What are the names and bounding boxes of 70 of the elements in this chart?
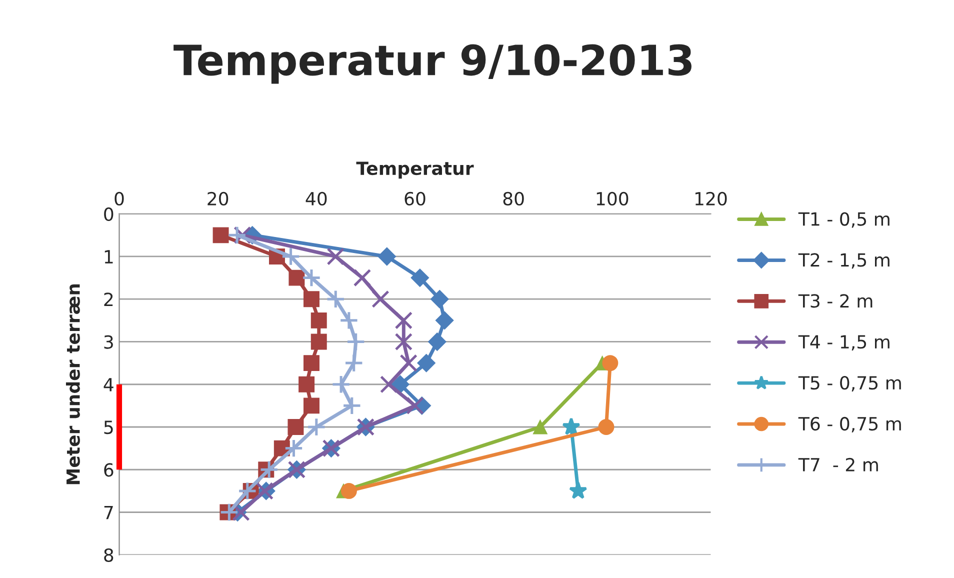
point xyxy=(303,355,320,372)
point xyxy=(298,376,315,392)
x-tick-label: 0 xyxy=(114,192,124,206)
point xyxy=(353,268,372,287)
x-tick-label: 100 xyxy=(596,192,628,206)
point xyxy=(406,396,424,415)
point xyxy=(284,438,304,458)
point xyxy=(303,398,320,414)
point xyxy=(310,312,327,328)
y-axis-title: Meter under terræn xyxy=(66,284,80,484)
x-tick-label: 120 xyxy=(695,192,727,206)
point xyxy=(326,248,345,266)
legend-label: T4 - 1,5 m xyxy=(798,335,890,351)
y-tick-label: 8 xyxy=(104,548,114,562)
point xyxy=(378,247,396,266)
legend-label: T6 - 0,75 m xyxy=(798,416,901,432)
point xyxy=(562,417,580,435)
point xyxy=(372,290,390,308)
point xyxy=(310,334,327,350)
point xyxy=(331,374,351,394)
point xyxy=(394,332,413,351)
y-tick-label: 7 xyxy=(104,506,113,520)
point xyxy=(428,332,446,351)
point xyxy=(400,354,418,372)
y-tick-label: 2 xyxy=(104,292,113,306)
point xyxy=(532,420,548,434)
point xyxy=(212,227,229,244)
point xyxy=(260,460,279,480)
y-tick-label: 4 xyxy=(104,378,114,392)
point xyxy=(417,354,436,372)
point xyxy=(430,290,449,308)
y-tick-label: 1 xyxy=(104,250,113,264)
y-tick-label: 0 xyxy=(104,207,114,221)
point xyxy=(410,268,430,287)
point xyxy=(238,481,257,501)
point xyxy=(302,268,322,288)
point xyxy=(340,482,357,499)
point xyxy=(346,332,366,352)
point xyxy=(342,396,362,416)
point xyxy=(227,226,247,245)
point xyxy=(435,311,454,330)
point xyxy=(598,419,614,435)
point xyxy=(344,353,364,373)
legend-label: T7 - 2 m xyxy=(798,458,878,472)
point xyxy=(380,375,398,394)
y-tick-label: 3 xyxy=(104,335,113,349)
point xyxy=(568,481,588,499)
point xyxy=(306,417,326,437)
chart-title: Temperatur 9/10-2013 xyxy=(174,44,692,84)
x-tick-label: 20 xyxy=(208,192,228,206)
point xyxy=(326,290,346,309)
x-tick-label: 60 xyxy=(404,192,426,206)
point xyxy=(303,291,320,308)
legend-label: T5 - 0,75 m xyxy=(798,376,901,392)
point xyxy=(602,355,618,372)
point xyxy=(391,375,410,394)
point xyxy=(394,312,413,330)
x-axis-title: Temperatur xyxy=(356,162,474,179)
x-tick-label: 40 xyxy=(306,192,327,206)
legend-label: T2 - 1,5 m xyxy=(798,253,890,269)
point xyxy=(281,246,300,266)
point xyxy=(288,419,304,435)
point xyxy=(220,502,239,522)
y-tick-label: 5 xyxy=(104,420,113,434)
legend-label: T1 - 0,5 m xyxy=(798,212,890,228)
y-tick-label: 6 xyxy=(104,463,114,477)
point xyxy=(339,310,359,330)
x-tick-label: 80 xyxy=(503,192,524,206)
point xyxy=(288,270,305,286)
legend-label: T3 - 2 m xyxy=(798,294,872,308)
